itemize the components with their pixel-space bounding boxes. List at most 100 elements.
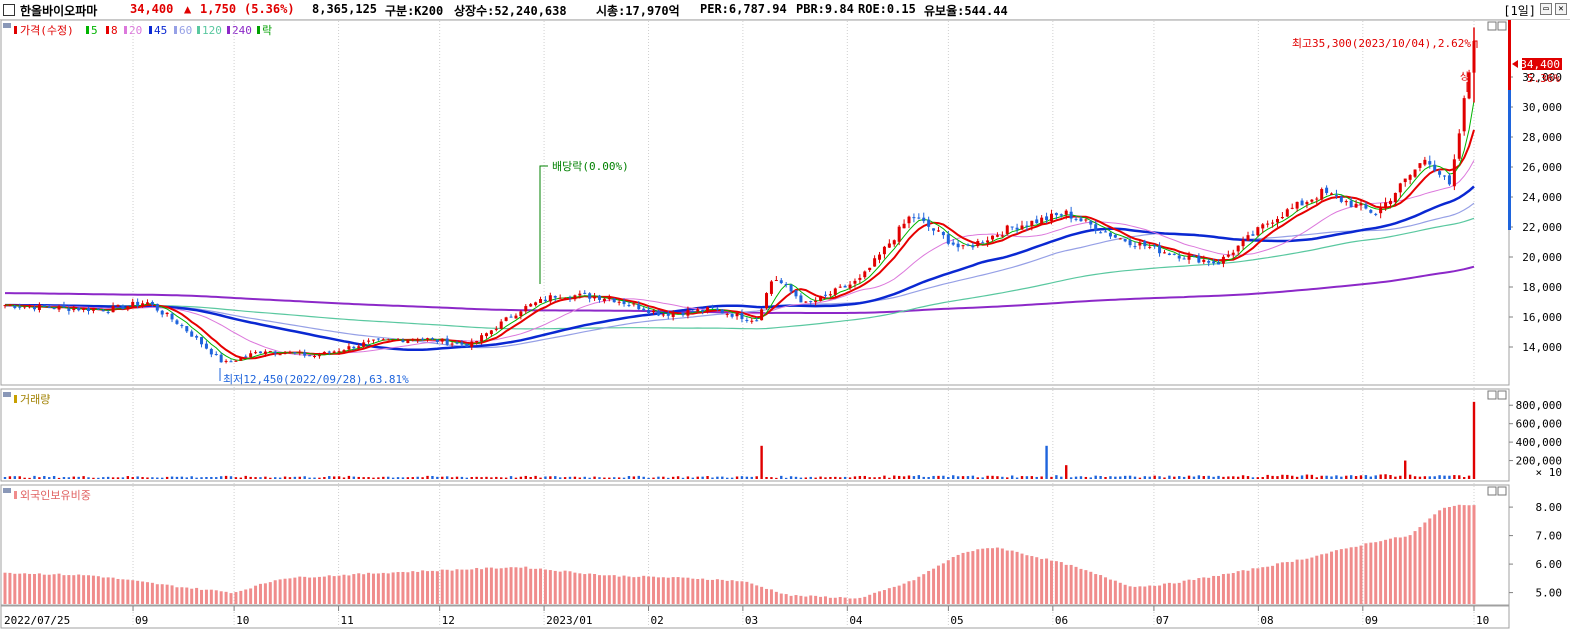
- volume-bar: [676, 476, 680, 479]
- foreign-bar: [539, 568, 543, 604]
- foreign-bar: [131, 580, 135, 604]
- candle-body: [72, 308, 76, 311]
- volume-bar: [971, 475, 975, 479]
- foreign-bar: [1266, 566, 1270, 604]
- foreign-bar: [607, 575, 611, 604]
- volume-bar: [961, 476, 965, 479]
- candle-body: [1000, 235, 1004, 237]
- foreign-bar: [1339, 549, 1343, 604]
- candle-body: [1413, 169, 1417, 177]
- candle-body: [77, 307, 81, 311]
- foreign-bar: [1030, 556, 1034, 604]
- candle-body: [897, 226, 901, 242]
- foreign-bar: [1040, 558, 1044, 604]
- index-group: 구분:K200: [385, 4, 444, 18]
- volume-bars: [3, 401, 1476, 479]
- foreign-bar: [1433, 514, 1437, 604]
- volume-bar: [259, 477, 262, 479]
- foreign-bar: [1158, 585, 1162, 604]
- volume-bar: [52, 475, 56, 479]
- legend-drop-swatch-icon: [257, 26, 260, 34]
- foreign-bar: [204, 589, 208, 604]
- foreign-panel-buttons[interactable]: [1487, 486, 1507, 496]
- foreign-bar: [1059, 562, 1063, 604]
- volume-bar: [735, 476, 739, 479]
- price-panel-buttons[interactable]: [1487, 21, 1507, 31]
- foreign-panel-handle-icon[interactable]: [3, 488, 11, 493]
- volume-bar: [1114, 476, 1117, 479]
- chart-area[interactable]: 가격(수정) 5 8 20 45 60 120 240 락 거래량 외국인보유비…: [0, 20, 1570, 629]
- restore-button[interactable]: ▭: [1540, 3, 1552, 15]
- close-button[interactable]: ✕: [1555, 3, 1567, 15]
- volume-bar: [318, 477, 321, 479]
- candle-body: [1388, 200, 1392, 205]
- volume-bar: [185, 477, 188, 479]
- legend-ma20-swatch-icon: [124, 26, 127, 34]
- foreign-bar: [1325, 553, 1329, 604]
- period-selector[interactable]: [1일]: [1503, 4, 1536, 18]
- foreign-bar: [769, 589, 773, 604]
- foreign-bar: [254, 585, 258, 604]
- volume-bar: [200, 477, 203, 479]
- foreign-bar: [13, 573, 17, 604]
- volume-bar: [622, 477, 626, 479]
- volume-bar: [848, 477, 852, 479]
- candle-body: [1447, 175, 1451, 185]
- per-value: PER:6,787.94: [700, 2, 787, 16]
- candle-body: [568, 297, 572, 299]
- volume-bar: [814, 477, 817, 479]
- candle-body: [249, 353, 253, 358]
- volume-bar: [671, 476, 675, 479]
- foreign-bar: [150, 582, 154, 604]
- foreign-bar: [558, 571, 562, 604]
- volume-bar: [210, 476, 213, 479]
- foreign-bar: [165, 584, 169, 604]
- candle-body: [1207, 260, 1211, 263]
- candle-body: [548, 295, 552, 302]
- high-annotation: 최고35,300(2023/10/04),2.62%: [1292, 37, 1472, 50]
- legend-ma5: 5: [91, 24, 98, 37]
- foreign-bar: [1364, 543, 1368, 604]
- foreign-bar: [647, 576, 651, 604]
- volume-bar: [1286, 474, 1289, 479]
- foreign-bar: [652, 576, 656, 604]
- volume-bar: [121, 477, 125, 479]
- candle-body: [642, 308, 646, 311]
- candle-body: [622, 301, 626, 305]
- volume-panel-buttons[interactable]: [1487, 390, 1507, 400]
- volume-bar: [637, 475, 640, 479]
- volume-bar: [426, 475, 429, 479]
- foreign-bar: [416, 571, 420, 604]
- volume-bar: [1374, 475, 1377, 479]
- candle-body: [1246, 235, 1250, 241]
- foreign-bar: [440, 569, 444, 604]
- volume-bar: [460, 476, 464, 479]
- volume-bar: [1119, 476, 1122, 479]
- volume-bar: [1232, 476, 1235, 479]
- volume-bar: [1349, 475, 1353, 479]
- candle-body: [42, 304, 46, 307]
- foreign-bar: [1344, 548, 1348, 604]
- foreign-bar: [642, 575, 646, 604]
- price-panel-handle-icon[interactable]: [3, 23, 11, 28]
- candle-body: [1177, 255, 1181, 259]
- candle-body: [82, 307, 86, 310]
- volume-bar: [529, 476, 532, 479]
- volume-bar: [1295, 476, 1299, 479]
- foreign-bar: [480, 569, 484, 604]
- volume-bar: [981, 477, 984, 479]
- candle-body: [322, 351, 326, 355]
- foreign-bar: [927, 570, 931, 604]
- ma45-line: [5, 185, 1475, 352]
- foreign-bar: [995, 547, 999, 604]
- volume-bar: [3, 477, 7, 479]
- foreign-bar: [917, 576, 921, 604]
- foreign-bar: [745, 581, 749, 604]
- foreign-bar: [475, 567, 479, 604]
- foreign-bar: [897, 585, 901, 604]
- volume-panel-handle-icon[interactable]: [3, 392, 11, 397]
- select-checkbox[interactable]: [3, 4, 15, 16]
- foreign-bar: [1300, 559, 1304, 604]
- foreign-bar: [1379, 541, 1383, 604]
